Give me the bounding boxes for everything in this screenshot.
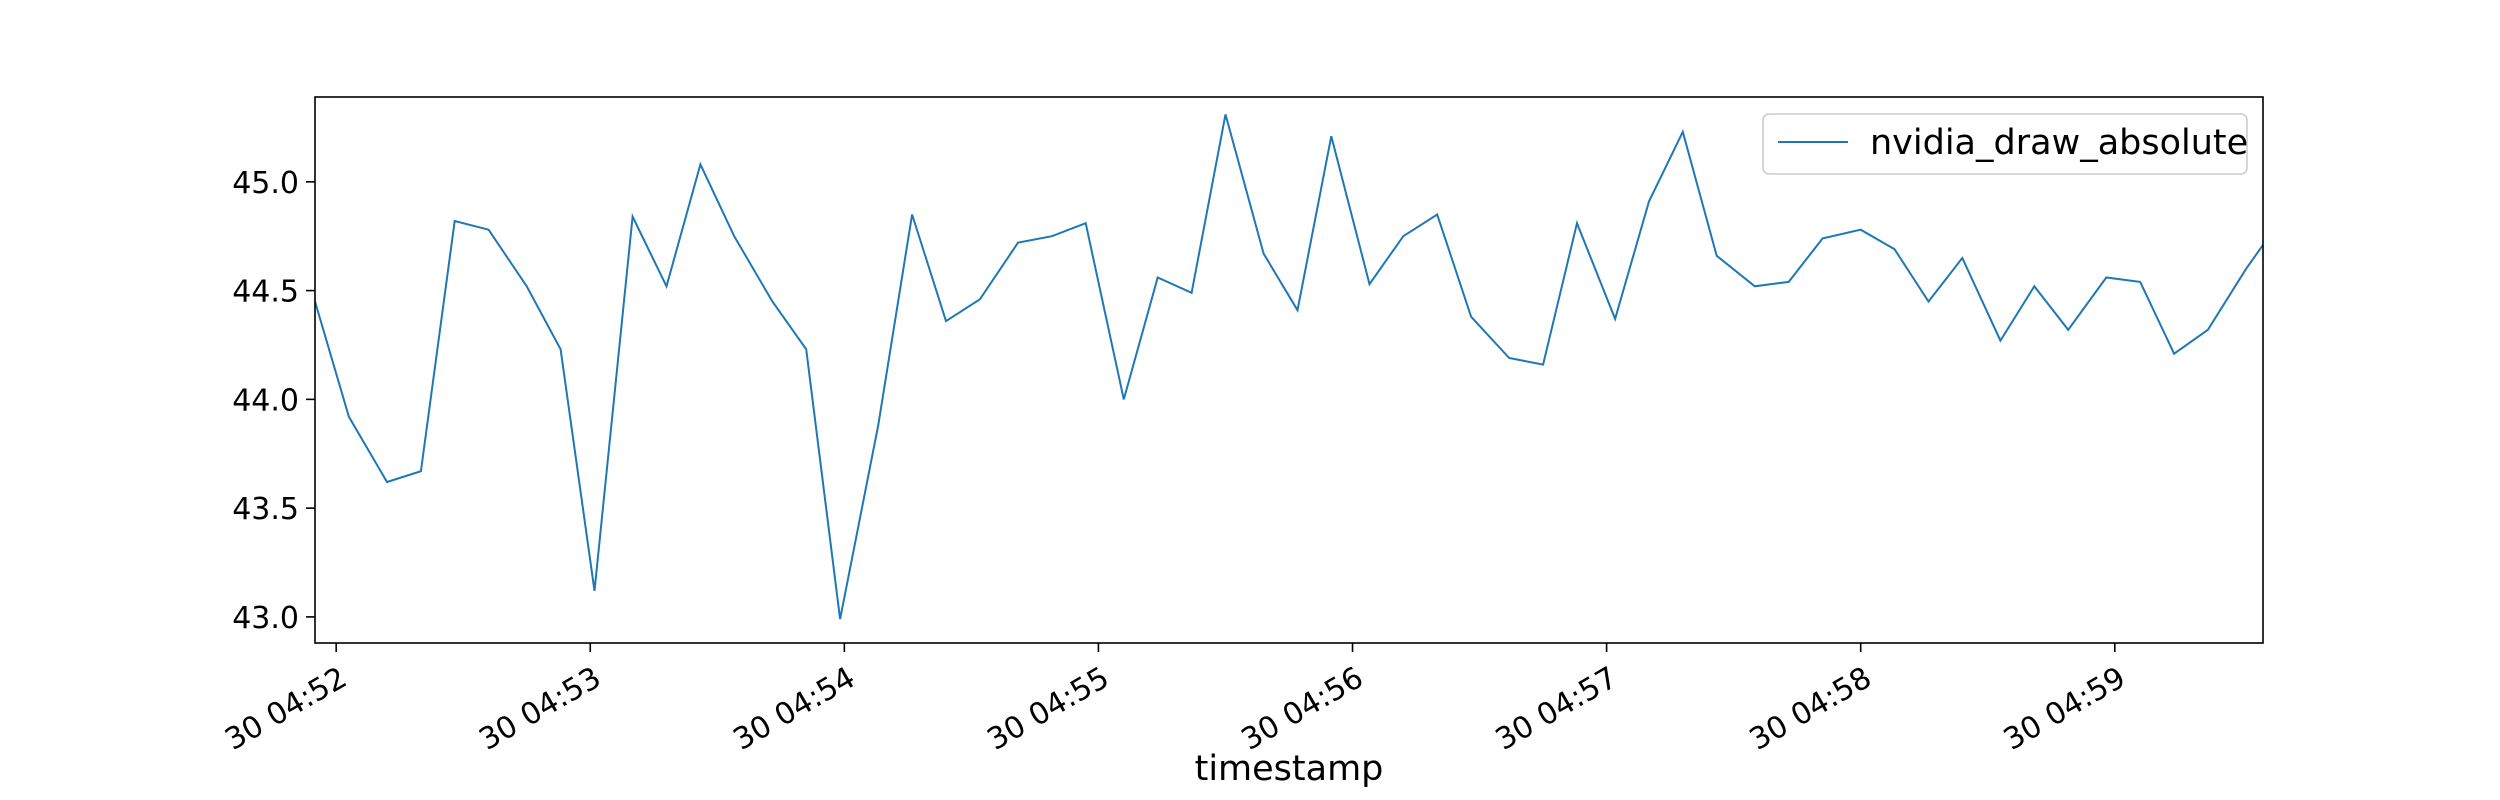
x-tick-label: 30 04:54 [727,660,861,757]
y-tick-label: 44.0 [232,383,299,418]
plot-area [314,114,2264,620]
x-tick-label: 30 04:56 [1236,660,1370,757]
y-tick-label: 43.5 [232,492,299,527]
legend: nvidia_draw_absolute [1762,113,2248,175]
legend-box [1762,113,2248,175]
x-tick-label: 30 04:55 [982,660,1116,757]
x-axis-label: timestamp [1195,749,1384,789]
x-tick-label: 30 04:57 [1490,660,1624,757]
x-tick-label: 30 04:53 [473,660,607,757]
x-tick-label: 30 04:58 [1744,660,1878,757]
series-line-nvidia_draw_absolute [314,114,2264,620]
y-axis: 43.0 43.5 44.0 44.5 45.0 [232,166,315,636]
y-tick-label: 43.0 [232,601,299,636]
x-tick-label: 30 04:59 [1998,660,2132,757]
x-tick-label: 30 04:52 [219,660,353,757]
y-tick-label: 45.0 [232,166,299,201]
legend-entry-label: nvidia_draw_absolute [1870,123,2248,163]
x-axis: 30 04:52 30 04:53 30 04:54 30 04:55 30 04:56… [219,643,2132,758]
y-tick-label: 44.5 [232,275,299,310]
axes-frame [314,96,2264,644]
